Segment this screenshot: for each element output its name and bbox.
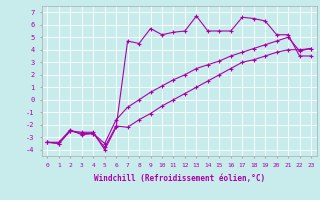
X-axis label: Windchill (Refroidissement éolien,°C): Windchill (Refroidissement éolien,°C) (94, 174, 265, 183)
